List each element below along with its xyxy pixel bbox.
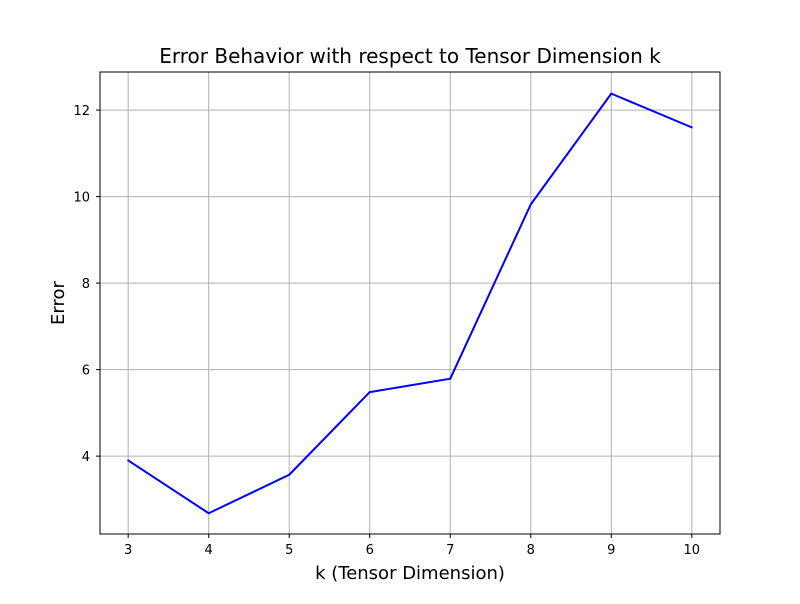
error-series-line bbox=[127, 92, 693, 515]
y-axis-label: Error bbox=[48, 280, 69, 324]
x-tick-label: 3 bbox=[124, 543, 132, 558]
data-point bbox=[529, 203, 532, 206]
x-tick-label: 5 bbox=[285, 543, 293, 558]
y-tick-label: 12 bbox=[73, 104, 90, 119]
data-point bbox=[368, 391, 371, 394]
y-tick-label: 10 bbox=[73, 191, 90, 206]
data-point bbox=[610, 92, 613, 95]
series-layer bbox=[127, 92, 693, 515]
x-tick-label: 4 bbox=[205, 543, 213, 558]
chart-title: Error Behavior with respect to Tensor Di… bbox=[159, 44, 661, 68]
x-tick-label: 7 bbox=[446, 543, 454, 558]
plot-frame bbox=[99, 71, 721, 535]
x-axis-label: k (Tensor Dimension) bbox=[315, 563, 505, 584]
x-tick-label: 8 bbox=[527, 543, 535, 558]
axis-ticks: 3 4 5 6 7 8 9 10 4 6 8 10 12 bbox=[73, 104, 700, 558]
data-point bbox=[127, 459, 130, 462]
data-point bbox=[449, 377, 452, 380]
x-tick-label: 6 bbox=[366, 543, 374, 558]
y-tick-label: 4 bbox=[82, 450, 90, 465]
y-tick-label: 8 bbox=[82, 277, 90, 292]
x-tick-label: 9 bbox=[607, 543, 615, 558]
data-point bbox=[288, 473, 291, 476]
y-tick-label: 6 bbox=[82, 364, 90, 379]
data-point bbox=[690, 126, 693, 129]
data-point bbox=[207, 512, 210, 515]
x-tick-label: 10 bbox=[684, 543, 701, 558]
grid bbox=[100, 72, 720, 534]
